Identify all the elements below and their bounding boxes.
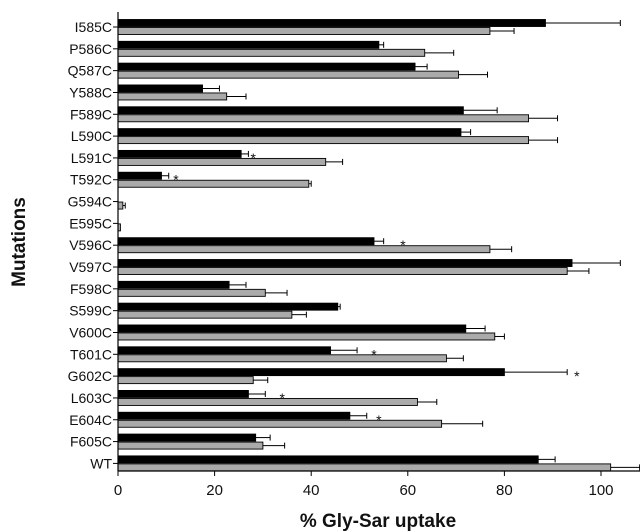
category-label: E604C	[69, 412, 112, 428]
category-label: S599C	[69, 303, 112, 319]
x-tick-label: 80	[496, 482, 513, 499]
x-tick-label: 40	[303, 482, 320, 499]
bar-black	[117, 302, 339, 311]
bar-black	[117, 346, 331, 355]
bar-gray	[117, 310, 293, 319]
bar-gray	[117, 397, 418, 406]
bar-gray	[117, 376, 254, 385]
bar-gray	[117, 114, 529, 123]
bar-gray	[117, 92, 228, 101]
category-label: Y588C	[69, 84, 112, 100]
x-tick-label: 100	[588, 482, 613, 499]
bar-black	[117, 40, 380, 49]
bar-black	[117, 368, 505, 377]
y-axis-label: Mutations	[9, 197, 30, 287]
significance-marker: *	[279, 390, 285, 406]
bar-gray	[117, 332, 496, 341]
category-label: T592C	[70, 172, 112, 188]
significance-marker: *	[376, 412, 382, 428]
category-label: I585C	[75, 19, 112, 35]
bar-black	[117, 259, 573, 267]
category-label: G602C	[68, 368, 112, 384]
significance-marker: *	[251, 150, 257, 166]
bar-black	[117, 433, 257, 442]
bar-black	[117, 149, 242, 158]
bar-black	[117, 237, 375, 246]
bar-gray	[117, 201, 124, 210]
bar-black	[117, 389, 249, 398]
bar-gray	[117, 288, 266, 297]
bars-layer	[117, 19, 612, 472]
bar-gray	[117, 179, 310, 188]
category-label: L591C	[71, 150, 112, 166]
bar-gray	[117, 136, 529, 145]
bar-gray	[117, 27, 491, 35]
category-label: T601C	[70, 346, 112, 362]
bar-black	[117, 280, 230, 289]
bar-black	[117, 455, 539, 464]
bar-gray	[117, 157, 327, 166]
category-label: F589C	[70, 106, 112, 122]
bar-gray	[117, 463, 612, 472]
category-label: L603C	[71, 390, 112, 406]
x-tick-label: 0	[114, 482, 122, 499]
x-tick-label: 20	[206, 482, 223, 499]
category-label: F598C	[70, 281, 112, 297]
significance-marker: *	[400, 237, 406, 253]
significance-marker: *	[371, 346, 377, 362]
bar-gray	[117, 354, 447, 363]
x-axis-label: % Gly-Sar uptake	[300, 511, 456, 531]
bar-gray	[117, 267, 568, 275]
bar-gray	[117, 419, 443, 428]
bar-black	[117, 411, 351, 420]
significance-marker: *	[574, 368, 580, 384]
category-label: Q587C	[68, 63, 112, 79]
bar-gray	[117, 70, 459, 79]
annotations-layer: * * * * * * *	[173, 150, 580, 428]
category-label: E595C	[69, 215, 112, 231]
bar-black	[117, 171, 162, 180]
significance-marker: *	[173, 172, 179, 188]
bar-gray	[117, 441, 264, 450]
category-label: WT	[90, 455, 112, 471]
category-label: P586C	[69, 41, 112, 57]
category-label: F605C	[70, 434, 112, 450]
category-label: V600C	[69, 324, 112, 340]
bar-gray	[117, 245, 491, 254]
bar-gray	[117, 48, 426, 57]
category-label: V596C	[69, 237, 112, 253]
x-ticks: 0 20 40 60 80 100	[114, 471, 614, 499]
bar-black	[117, 84, 203, 93]
bar-black	[117, 128, 462, 137]
category-label: L590C	[71, 128, 112, 144]
error-bars-layer	[122, 20, 640, 471]
bar-black	[117, 324, 467, 333]
x-tick-label: 60	[399, 482, 416, 499]
axes-layer	[113, 12, 640, 472]
category-labels: I585C P586C Q587C Y588C F589C L590C L591C T592C…	[68, 19, 113, 471]
category-label: V597C	[69, 259, 112, 275]
category-label: G594C	[68, 194, 112, 210]
bar-black	[117, 19, 546, 27]
bar-black	[117, 106, 464, 115]
bar-black	[117, 62, 416, 71]
